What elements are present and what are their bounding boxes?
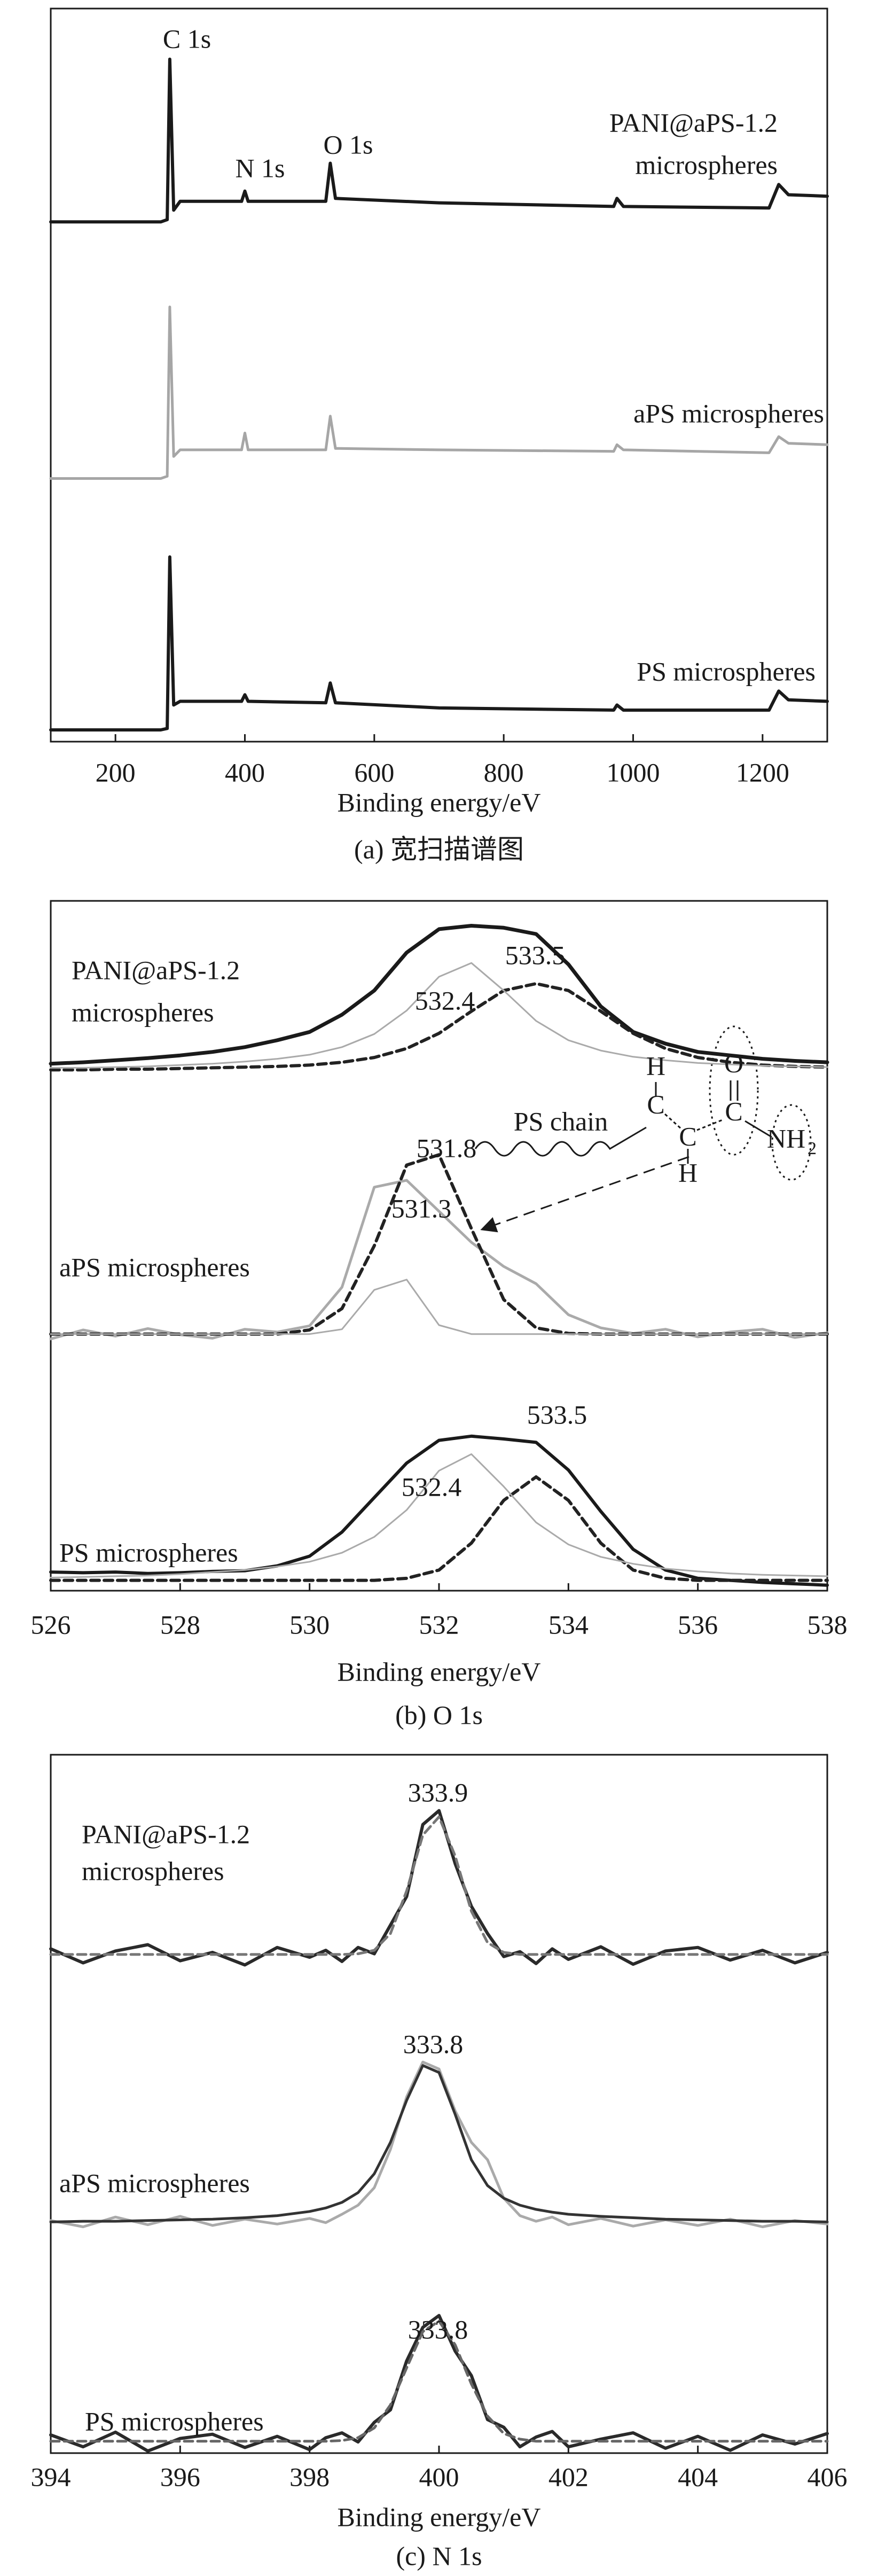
structure-decoration [474, 1025, 812, 1233]
annotation: aPS microspheres [59, 2168, 250, 2198]
x-tick-label: 396 [160, 2462, 200, 2492]
x-tick-label: 526 [31, 1609, 71, 1639]
x-tick-label: 536 [678, 1609, 718, 1639]
annotation: 532.4 [402, 1472, 462, 1501]
annotation: 533.5 [505, 940, 566, 970]
ps-chain-wave [474, 1126, 647, 1157]
caption: (c) N 1s [396, 2541, 482, 2571]
x-tick-label: 530 [289, 1609, 330, 1639]
plot-frame [50, 7, 828, 743]
dotted-ellipse [709, 1025, 759, 1156]
x-tick-label: 200 [96, 757, 136, 787]
annotation: PS chain [514, 1106, 608, 1136]
spectrum-line [50, 1453, 828, 1578]
x-tick-label: 402 [548, 2462, 589, 2492]
annotation: PANI@aPS-1.2 [72, 955, 240, 985]
annotation: PS microspheres [59, 1537, 238, 1567]
annotation: O 1s [323, 129, 373, 159]
x-tick-label: 538 [808, 1609, 848, 1639]
annotation: 531.8 [417, 1133, 477, 1163]
annotation: microspheres [82, 1856, 224, 1886]
spectrum-line [49, 2320, 829, 2443]
annotation: C [725, 1096, 742, 1126]
spectrum-line [50, 1279, 828, 1335]
spectrum-line [50, 962, 828, 1069]
spectrum-line [49, 57, 829, 224]
arrow [480, 1156, 689, 1233]
annotation: O [724, 1048, 743, 1078]
x-tick-label: 394 [31, 2462, 71, 2492]
x-tick-label: 404 [678, 2462, 718, 2492]
bond [744, 1120, 772, 1138]
spectrum-line [49, 2060, 829, 2228]
annotation: 333.9 [408, 1777, 468, 1807]
spectrum-line [49, 1434, 829, 1587]
annotation: PANI@aPS-1.2 [82, 1819, 250, 1849]
x-tick-label: 400 [419, 2462, 459, 2492]
dotted-ellipse [771, 1104, 812, 1181]
x-tick-label: 532 [419, 1609, 459, 1639]
x-tick-label: 1000 [607, 757, 660, 787]
annotation: PS microspheres [85, 2406, 264, 2436]
x-tick-label: 600 [354, 757, 394, 787]
annotation: 531.3 [391, 1193, 452, 1223]
annotation: H [678, 1157, 697, 1187]
x-tick-label: 528 [160, 1609, 200, 1639]
spectrum-line [49, 305, 829, 480]
spectrum-line [49, 1475, 829, 1582]
annotation: NH [767, 1123, 805, 1153]
x-tick-label: 406 [808, 2462, 848, 2492]
annotation: aPS microspheres [59, 1252, 250, 1282]
x-axis-label: Binding energy/eV [338, 1656, 541, 1686]
bond [696, 1118, 724, 1131]
annotation: aPS microspheres [633, 398, 824, 428]
x-tick-label: 534 [548, 1609, 589, 1639]
annotation: 333.8 [403, 2029, 464, 2059]
x-axis-label: Binding energy/eV [338, 2502, 541, 2532]
caption: (a) 宽扫描谱图 [354, 834, 524, 864]
annotation: PS microspheres [637, 656, 816, 686]
annotation: 2 [808, 1139, 817, 1158]
spectrum-line [49, 1815, 829, 1956]
x-axis-label: Binding energy/eV [338, 787, 541, 817]
spectrum-line [49, 555, 829, 731]
spectrum-line [49, 2064, 829, 2223]
x-tick-label: 1200 [736, 757, 789, 787]
caption: (b) O 1s [395, 1700, 483, 1730]
spectrum-line [49, 924, 829, 1066]
annotation: N 1s [235, 153, 285, 183]
annotation: C [647, 1089, 664, 1119]
spectrum-line [49, 982, 829, 1072]
spectrum-line [49, 1153, 829, 1336]
bond [664, 1113, 682, 1130]
annotation: microspheres [72, 997, 214, 1027]
x-tick-label: 800 [484, 757, 524, 787]
annotation: H [646, 1050, 665, 1080]
annotation: 532.4 [415, 985, 475, 1015]
annotation: C [679, 1121, 696, 1151]
x-tick-label: 398 [289, 2462, 330, 2492]
annotation: C 1s [163, 24, 211, 53]
annotation: 533.5 [527, 1399, 587, 1429]
x-tick-label: 400 [225, 757, 265, 787]
spectrum-line [49, 2314, 829, 2453]
annotation: PANI@aPS-1.2 [609, 107, 778, 137]
annotation: 333.8 [408, 2314, 468, 2344]
annotation: microspheres [635, 150, 778, 180]
